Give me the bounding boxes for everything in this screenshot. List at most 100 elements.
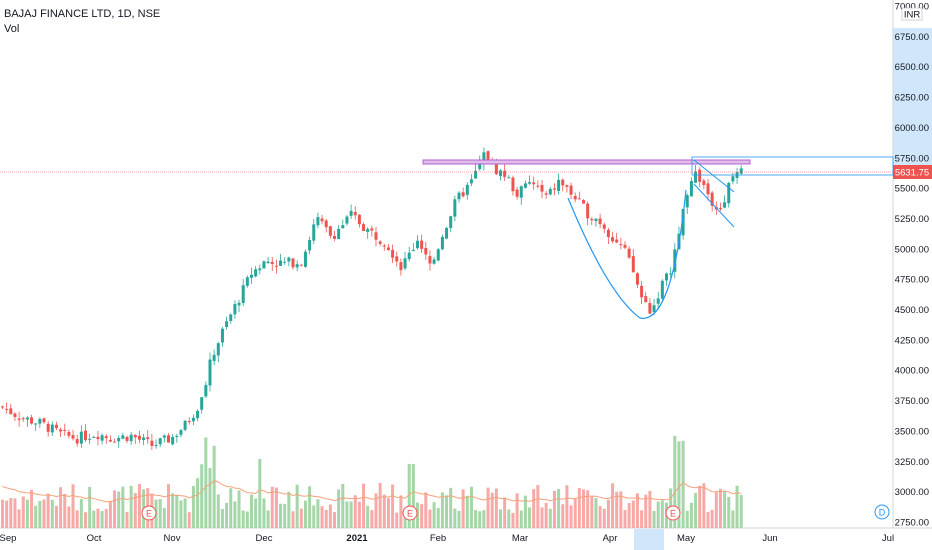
candle-body[interactable] — [399, 262, 403, 271]
candle-body[interactable] — [208, 359, 212, 386]
candle-body[interactable] — [436, 249, 440, 261]
candle-body[interactable] — [652, 305, 656, 312]
candle-body[interactable] — [312, 224, 316, 241]
candle-body[interactable] — [38, 418, 42, 424]
candle-body[interactable] — [1, 406, 4, 408]
candle-body[interactable] — [669, 273, 673, 275]
candle-body[interactable] — [519, 186, 523, 198]
candle-body[interactable] — [660, 280, 664, 299]
candle-body[interactable] — [635, 273, 639, 285]
candle-body[interactable] — [465, 184, 469, 195]
candle-body[interactable] — [9, 408, 13, 415]
candle-body[interactable] — [204, 385, 208, 397]
candle-body[interactable] — [71, 435, 75, 439]
candle-body[interactable] — [739, 168, 743, 174]
candle-body[interactable] — [262, 261, 266, 269]
earnings-marker[interactable] — [141, 505, 157, 521]
candle-body[interactable] — [187, 421, 191, 423]
candle-body[interactable] — [582, 200, 585, 204]
candle-body[interactable] — [196, 410, 200, 419]
candle-body[interactable] — [291, 258, 295, 268]
candle-body[interactable] — [644, 296, 648, 303]
candle-body[interactable] — [602, 224, 606, 229]
candle-body[interactable] — [50, 424, 54, 433]
candle-body[interactable] — [233, 304, 237, 315]
candle-body[interactable] — [586, 203, 590, 219]
candle-body[interactable] — [179, 430, 183, 435]
candle-body[interactable] — [84, 430, 87, 441]
candle-body[interactable] — [685, 195, 689, 208]
candle-body[interactable] — [345, 216, 349, 224]
candle-body[interactable] — [150, 440, 154, 447]
candle-body[interactable] — [42, 418, 46, 423]
candle-body[interactable] — [183, 420, 187, 430]
candle-body[interactable] — [407, 252, 411, 260]
candle-body[interactable] — [75, 439, 79, 444]
candle-body[interactable] — [557, 179, 561, 191]
candle-body[interactable] — [552, 188, 556, 190]
candle-body[interactable] — [631, 256, 635, 273]
candle-body[interactable] — [569, 185, 573, 195]
candle-body[interactable] — [515, 189, 519, 197]
candle-body[interactable] — [220, 328, 224, 343]
candle-body[interactable] — [270, 261, 274, 265]
candle-body[interactable] — [598, 218, 602, 225]
candle-body[interactable] — [391, 249, 395, 258]
candle-body[interactable] — [718, 208, 722, 210]
candle-body[interactable] — [681, 208, 685, 236]
candle-body[interactable] — [129, 434, 133, 442]
candle-body[interactable] — [362, 224, 366, 232]
candle-body[interactable] — [544, 193, 548, 195]
candle-body[interactable] — [523, 183, 527, 188]
candle-body[interactable] — [229, 314, 233, 321]
candle-body[interactable] — [374, 232, 378, 240]
candle-body[interactable] — [540, 184, 544, 192]
candle-body[interactable] — [5, 408, 9, 410]
candle-body[interactable] — [689, 181, 693, 197]
candle-body[interactable] — [320, 218, 324, 222]
candle-body[interactable] — [449, 216, 453, 228]
candle-body[interactable] — [611, 237, 615, 242]
candle-body[interactable] — [428, 256, 432, 264]
candle-body[interactable] — [486, 151, 490, 162]
candle-body[interactable] — [627, 248, 631, 258]
candle-body[interactable] — [710, 192, 714, 206]
candle-body[interactable] — [698, 169, 702, 182]
candle-body[interactable] — [241, 285, 245, 303]
candle-body[interactable] — [619, 244, 623, 246]
candle-body[interactable] — [25, 417, 29, 420]
candle-body[interactable] — [133, 435, 137, 438]
candle-body[interactable] — [299, 264, 303, 266]
candle-body[interactable] — [357, 214, 361, 225]
candle-body[interactable] — [440, 236, 444, 250]
candle-body[interactable] — [308, 240, 312, 251]
candle-body[interactable] — [461, 192, 465, 197]
candle-body[interactable] — [469, 179, 473, 184]
candle-body[interactable] — [250, 274, 253, 278]
candle-body[interactable] — [561, 179, 565, 186]
candle-body[interactable] — [30, 417, 34, 424]
current-price-tag[interactable] — [893, 165, 932, 179]
candle-body[interactable] — [216, 343, 220, 356]
candle-body[interactable] — [573, 195, 577, 200]
candle-body[interactable] — [499, 170, 502, 176]
candle-body[interactable] — [656, 298, 660, 304]
candle-body[interactable] — [175, 435, 179, 437]
candle-body[interactable] — [171, 436, 175, 445]
candle-body[interactable] — [245, 277, 249, 286]
candle-body[interactable] — [34, 423, 38, 425]
candle-body[interactable] — [17, 418, 21, 420]
candle-body[interactable] — [494, 160, 498, 175]
candle-body[interactable] — [606, 229, 610, 238]
candle-body[interactable] — [395, 256, 399, 262]
candle-body[interactable] — [411, 249, 415, 252]
candle-body[interactable] — [154, 445, 158, 447]
candle-body[interactable] — [590, 219, 594, 221]
candle-body[interactable] — [158, 438, 162, 445]
candle-body[interactable] — [445, 227, 449, 239]
earnings-marker[interactable] — [665, 505, 681, 521]
candle-body[interactable] — [378, 241, 382, 244]
candle-body[interactable] — [416, 240, 419, 249]
candle-body[interactable] — [577, 198, 581, 200]
